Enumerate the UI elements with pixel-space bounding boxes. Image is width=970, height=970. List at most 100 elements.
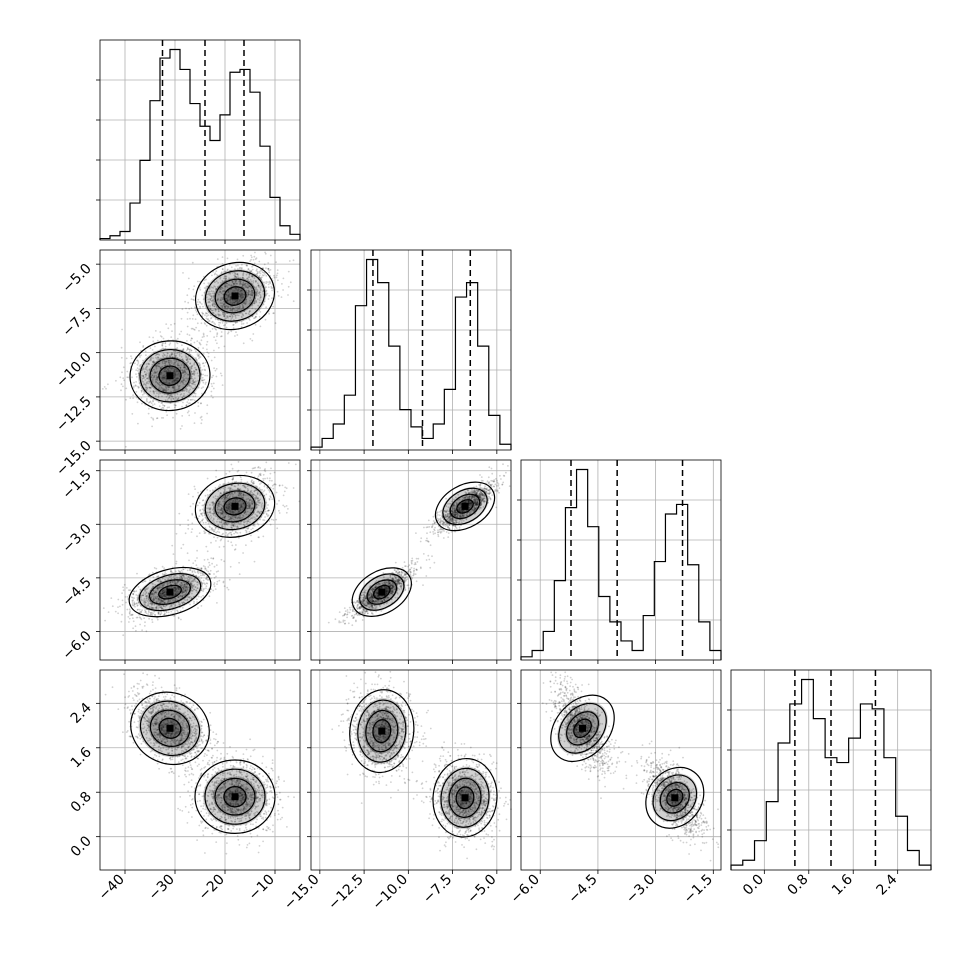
sample-point xyxy=(217,346,220,349)
sample-point xyxy=(275,274,278,277)
sample-point xyxy=(223,345,226,348)
sample-point xyxy=(282,494,285,497)
sample-point xyxy=(433,561,436,564)
sample-point xyxy=(188,334,191,336)
sample-point xyxy=(103,386,106,388)
sample-point xyxy=(120,389,122,392)
sample-point xyxy=(197,607,199,609)
sample-point xyxy=(288,260,291,262)
sample-point xyxy=(155,364,158,367)
scatter-panel-0-1 xyxy=(96,249,301,454)
sample-point xyxy=(199,342,201,345)
sample-point xyxy=(206,340,209,343)
sample-point xyxy=(137,422,139,425)
sample-point xyxy=(269,472,272,475)
sample-point xyxy=(120,383,123,386)
sample-point xyxy=(196,535,198,538)
sample-point xyxy=(161,565,164,568)
sample-point xyxy=(166,414,169,417)
sample-point xyxy=(208,564,211,566)
sample-point xyxy=(110,597,113,599)
sample-point xyxy=(194,488,197,490)
sample-point xyxy=(172,416,174,419)
sample-point xyxy=(238,561,241,564)
sample-point xyxy=(207,566,210,568)
sample-point xyxy=(186,333,189,336)
sample-point xyxy=(185,390,188,393)
sample-point xyxy=(197,405,200,408)
sample-point xyxy=(144,373,147,376)
sample-point xyxy=(205,569,208,572)
sample-point xyxy=(218,546,221,548)
sample-point xyxy=(210,557,213,560)
sample-point xyxy=(171,395,174,398)
sample-point xyxy=(228,470,231,473)
sample-point xyxy=(127,621,130,623)
histogram-panel-0 xyxy=(96,39,301,244)
sample-point xyxy=(229,565,232,568)
sample-point xyxy=(167,368,170,370)
sample-point xyxy=(181,358,184,361)
sample-point xyxy=(208,595,211,598)
sample-point xyxy=(219,372,222,375)
sample-point xyxy=(128,617,131,620)
sample-point xyxy=(213,573,215,575)
sample-point xyxy=(212,387,215,390)
sample-point xyxy=(188,414,191,417)
sample-point xyxy=(410,566,413,569)
sample-point xyxy=(208,561,211,564)
sample-point xyxy=(292,300,295,303)
sample-point xyxy=(177,617,180,620)
sample-point xyxy=(120,620,123,623)
sample-point xyxy=(169,342,172,345)
sample-point xyxy=(259,474,261,476)
sample-point xyxy=(200,422,203,425)
sample-point xyxy=(193,285,196,287)
sample-point xyxy=(180,317,183,320)
sample-point xyxy=(210,382,213,385)
sample-point xyxy=(211,562,214,565)
sample-point xyxy=(278,509,280,512)
sample-point xyxy=(277,279,279,282)
sample-point xyxy=(162,356,165,358)
sample-point xyxy=(223,585,226,588)
sample-point xyxy=(119,605,121,608)
sample-point xyxy=(126,608,129,611)
sample-point xyxy=(188,559,190,562)
sample-point xyxy=(205,343,208,346)
sample-point xyxy=(136,572,138,575)
sample-point xyxy=(212,396,214,399)
histogram-panel-2 xyxy=(517,459,722,664)
sample-point xyxy=(178,364,181,367)
sample-point xyxy=(198,356,201,359)
sample-point xyxy=(156,381,159,384)
sample-point xyxy=(254,466,257,469)
sample-point xyxy=(267,262,270,264)
sample-point xyxy=(156,417,159,419)
sample-point xyxy=(122,366,125,369)
sample-point xyxy=(344,610,347,613)
sample-point xyxy=(143,625,146,627)
sample-point xyxy=(171,544,174,547)
sample-point xyxy=(205,324,208,327)
sample-point xyxy=(131,413,134,415)
sample-point xyxy=(186,552,189,555)
sample-point xyxy=(269,254,272,257)
sample-point xyxy=(125,398,127,401)
sample-point xyxy=(171,330,173,332)
sample-point xyxy=(178,512,181,515)
sample-point xyxy=(276,527,279,530)
sample-point xyxy=(275,276,278,279)
sample-point xyxy=(415,557,418,560)
sample-point xyxy=(164,354,166,357)
sample-point xyxy=(278,499,280,502)
sample-point xyxy=(258,536,260,539)
histogram-panel-3 xyxy=(727,669,932,874)
sample-point xyxy=(159,335,162,337)
sample-point xyxy=(197,280,199,283)
sample-point xyxy=(119,376,122,379)
sample-point xyxy=(143,617,146,620)
sample-point xyxy=(132,617,134,620)
sample-point xyxy=(151,360,154,363)
